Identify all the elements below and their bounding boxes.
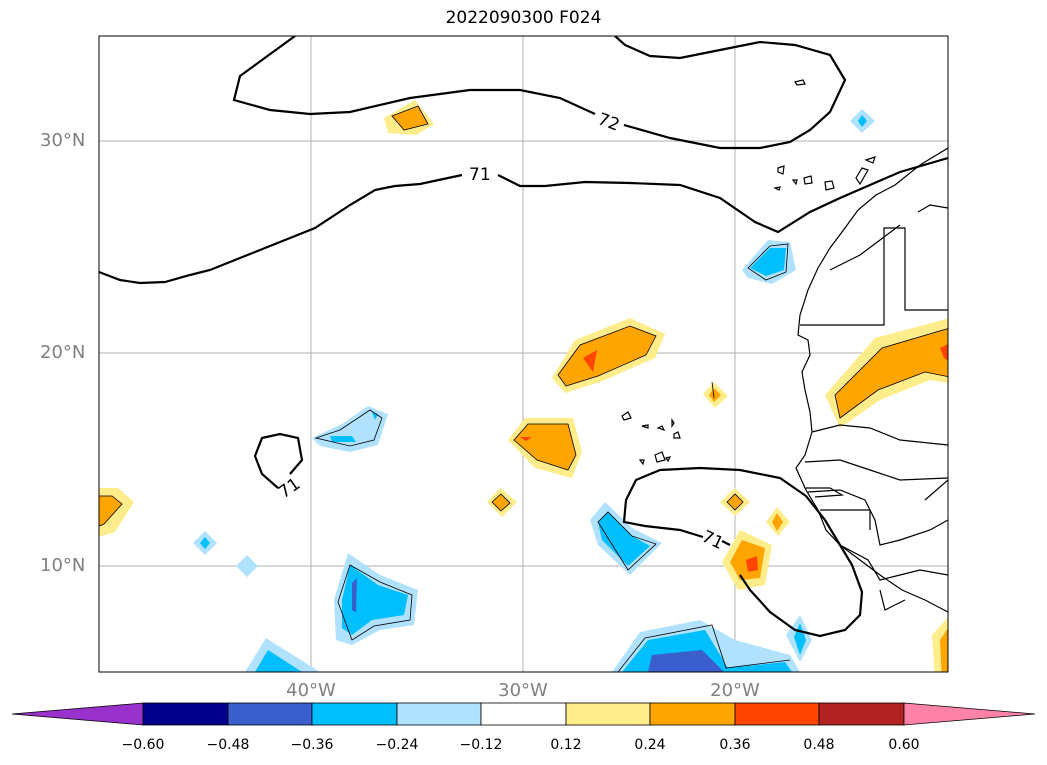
anomaly-blob — [312, 406, 388, 452]
anomaly-blob — [255, 650, 302, 672]
anomaly-blob — [330, 436, 356, 442]
coastlines — [621, 79, 948, 613]
gridlines — [99, 36, 948, 672]
contour-label: 71 — [275, 474, 304, 503]
lat-label-20n: 20°N — [40, 342, 86, 363]
contour-label: 71 — [469, 165, 491, 185]
anomaly-blob — [352, 578, 357, 612]
contour-label: 71 — [698, 527, 726, 554]
plot-area: 72 71 71 71 — [99, 36, 948, 672]
colorbar — [11, 702, 1036, 726]
anomaly-blob — [772, 513, 783, 531]
border — [829, 224, 901, 271]
colorbar-swatch — [227, 702, 313, 726]
anomaly-blob — [583, 350, 597, 372]
anomaly-blob — [648, 650, 724, 672]
border — [800, 227, 948, 326]
lon-label-20w: 20°W — [710, 680, 760, 701]
contour-71-north — [99, 173, 463, 285]
anomaly-blob — [709, 388, 721, 402]
border — [807, 489, 948, 546]
africa-coast — [795, 147, 948, 613]
colorbar-tick: 0.24 — [634, 737, 666, 753]
lon-label-30w: 30°W — [498, 680, 548, 701]
contour-71-south — [721, 540, 731, 546]
colorbar-swatch — [565, 702, 651, 726]
anomaly-outlines — [99, 105, 948, 672]
colorbar-swatch — [396, 702, 482, 726]
lat-label-10n: 10°N — [40, 555, 86, 576]
colorbar-tick: −0.36 — [290, 737, 334, 753]
anomaly-blob — [940, 344, 948, 361]
anomaly-blob — [514, 424, 576, 470]
border — [839, 544, 948, 581]
contour-71-north — [497, 156, 948, 234]
anomaly-blob — [558, 326, 656, 386]
border — [820, 509, 871, 530]
contour-72-north — [232, 36, 596, 116]
anomaly-blob — [835, 328, 948, 418]
colorbar-tick: −0.12 — [459, 737, 503, 753]
border — [811, 424, 948, 446]
colorbar-tick: 0.12 — [550, 737, 582, 753]
anomaly-blob — [750, 248, 786, 276]
contour-label: 72 — [595, 109, 622, 135]
map-title: 2022090300 F024 — [445, 8, 602, 28]
colorbar-tick: 0.36 — [719, 737, 751, 753]
colorbar-swatch — [480, 702, 567, 726]
colorbar-extend-low — [11, 702, 144, 726]
contour-71-south — [622, 466, 864, 638]
anomaly-blob — [746, 556, 758, 572]
colorbar-swatch — [311, 702, 398, 726]
border — [917, 204, 948, 213]
colorbar-tick: −0.24 — [375, 737, 419, 753]
anomaly-blob — [392, 106, 428, 130]
colorbar-extend-high — [903, 702, 1036, 726]
anomaly-blob — [200, 537, 210, 549]
border — [804, 459, 948, 481]
colorbar-tick: 0.60 — [888, 737, 920, 753]
border — [879, 589, 906, 611]
colorbar-swatch — [818, 702, 905, 726]
anomaly-blob — [858, 115, 867, 127]
contour-72-north — [614, 36, 847, 150]
colorbar-tick: −0.48 — [206, 737, 250, 753]
height-contours — [99, 36, 948, 638]
colorbar-tick: −0.60 — [121, 737, 165, 753]
plot-frame — [98, 35, 949, 673]
border — [924, 479, 948, 501]
anomaly-blob — [520, 437, 532, 441]
border — [806, 487, 844, 498]
colorbar-swatch — [649, 702, 736, 726]
anomaly-blob — [236, 555, 258, 577]
colorbar-swatch — [142, 702, 229, 726]
anomaly-blob — [940, 628, 948, 672]
anomaly-blob — [598, 512, 650, 566]
contour-71-small — [253, 432, 304, 489]
lon-label-40w: 40°W — [286, 680, 336, 701]
negative-anomaly-fills — [193, 109, 875, 672]
anomaly-blob — [99, 496, 122, 527]
anomaly-blob — [342, 565, 408, 635]
lat-label-30n: 30°N — [40, 130, 86, 151]
colorbar-tick: 0.48 — [803, 737, 835, 753]
canary-islands — [773, 79, 876, 191]
colorbar-swatch — [734, 702, 820, 726]
cape-verde-islands — [621, 411, 681, 466]
